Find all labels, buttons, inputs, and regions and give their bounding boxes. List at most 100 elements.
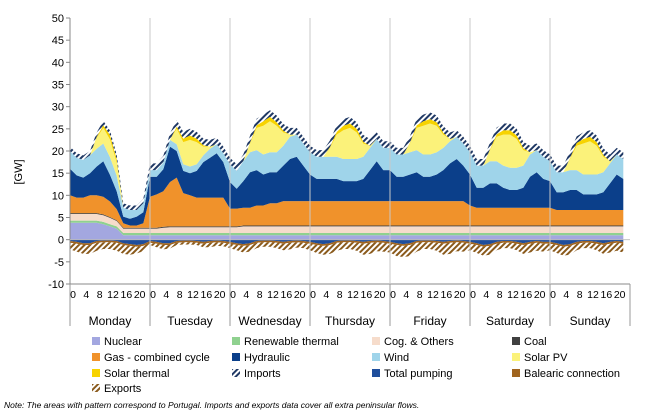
legend-swatch	[232, 353, 240, 361]
x-tick-label: 4	[163, 289, 169, 301]
area-solar-pv	[70, 121, 624, 210]
day-label: Wednesday	[238, 314, 301, 328]
x-tick-label: 8	[577, 289, 583, 301]
x-tick-label: 0	[550, 289, 556, 301]
legend-item-wind: Wind	[372, 352, 409, 364]
x-tick-label: 0	[470, 289, 476, 301]
legend-item-imports: Imports	[232, 368, 281, 380]
legend-label: Solar PV	[524, 352, 568, 364]
x-tick-label: 8	[97, 289, 103, 301]
legend-item-hydraulic: Hydraulic	[232, 352, 290, 364]
legend-item-cog-others: Cog. & Others	[372, 336, 454, 348]
x-tick-label: 20	[534, 289, 546, 301]
legend-item-coal: Coal	[512, 336, 547, 348]
x-tick-label: 0	[230, 289, 236, 301]
axes	[66, 17, 631, 326]
y-tick-label: 20	[52, 146, 64, 158]
area-hydraulic	[70, 146, 624, 226]
y-tick-label: -10	[48, 279, 64, 291]
day-label: Sunday	[570, 314, 611, 328]
day-labels: Monday Tuesday Wednesday Thursday Friday Satu…	[89, 314, 611, 328]
legend-label: Gas - combined cycle	[104, 352, 210, 364]
day-label: Tuesday	[167, 314, 213, 328]
day-label: Saturday	[486, 314, 534, 328]
legend-swatch	[232, 337, 240, 345]
x-tick-label: 8	[417, 289, 423, 301]
legend-swatch	[92, 337, 100, 345]
legend-item-exports: Exports	[92, 383, 142, 395]
legend-swatch	[372, 369, 380, 377]
y-tick-label: 15	[52, 168, 64, 180]
area-wind	[70, 134, 624, 219]
x-tick-label: 4	[83, 289, 89, 301]
x-tick-label: 20	[214, 289, 226, 301]
legend-label: Wind	[384, 352, 409, 364]
x-tick-label: 20	[294, 289, 306, 301]
day-label: Monday	[89, 314, 132, 328]
legend-swatch	[232, 369, 240, 377]
y-tick-label: 30	[52, 102, 64, 114]
legend-swatch	[372, 337, 380, 345]
legend-swatch	[92, 384, 100, 392]
x-tick-label: 20	[614, 289, 626, 301]
legend: Nuclear Renewable thermal Cog. & Others Coa…	[92, 336, 620, 395]
x-tick-label: 12	[427, 289, 439, 301]
legend-swatch	[512, 353, 520, 361]
legend-item-nuclear: Nuclear	[92, 336, 142, 348]
y-tick-label: 45	[52, 35, 64, 47]
legend-swatch	[512, 337, 520, 345]
legend-swatch	[92, 369, 100, 377]
legend-swatch	[512, 369, 520, 377]
x-tick-label: 4	[563, 289, 569, 301]
day-label: Friday	[413, 314, 446, 328]
x-tick-label: 16	[600, 289, 612, 301]
legend-label: Total pumping	[384, 368, 453, 380]
legend-label: Imports	[244, 368, 281, 380]
x-tick-labels: 0 4 8 12 16 20 0 4 8 12 16 20 0 4 8 12 16 20 0 4 8 12 16 20 0 4 8 1…	[70, 289, 626, 301]
legend-label: Coal	[524, 336, 547, 348]
legend-item-balearic-connection: Balearic connection	[512, 368, 620, 380]
legend-item-total-pumping: Total pumping	[372, 368, 453, 380]
y-tick-label: 50	[52, 13, 64, 25]
x-tick-label: 16	[360, 289, 372, 301]
legend-swatch	[92, 353, 100, 361]
y-tick-label: 25	[52, 124, 64, 136]
x-tick-label: 8	[257, 289, 263, 301]
x-tick-label: 4	[323, 289, 329, 301]
legend-label: Exports	[104, 383, 142, 395]
y-tick-label: 5	[58, 213, 64, 225]
x-tick-label: 16	[200, 289, 212, 301]
y-axis-label: [GW]	[13, 159, 25, 184]
x-tick-label: 16	[520, 289, 532, 301]
x-tick-label: 0	[390, 289, 396, 301]
area-balearic-connection	[70, 240, 624, 247]
x-tick-label: 0	[70, 289, 76, 301]
area-exports	[70, 242, 624, 257]
x-tick-label: 8	[337, 289, 343, 301]
x-tick-label: 0	[310, 289, 316, 301]
y-tick-label: 40	[52, 57, 64, 69]
area-nuclear	[70, 222, 624, 240]
legend-label: Renewable thermal	[244, 336, 339, 348]
legend-label: Hydraulic	[244, 352, 290, 364]
legend-label: Cog. & Others	[384, 336, 454, 348]
y-tick-label: 10	[52, 190, 64, 202]
x-tick-label: 8	[497, 289, 503, 301]
day-label: Thursday	[325, 314, 375, 328]
y-tick-label: 0	[58, 235, 64, 247]
x-tick-label: 0	[150, 289, 156, 301]
x-tick-label: 16	[120, 289, 132, 301]
x-tick-label: 4	[403, 289, 409, 301]
x-tick-label: 12	[587, 289, 599, 301]
legend-item-renewable-thermal: Renewable thermal	[232, 336, 339, 348]
area-gas-combined-cycle	[70, 177, 624, 228]
x-tick-label: 8	[177, 289, 183, 301]
x-tick-label: 12	[347, 289, 359, 301]
legend-item-solar-pv: Solar PV	[512, 352, 568, 364]
x-tick-label: 12	[507, 289, 519, 301]
x-tick-label: 20	[134, 289, 146, 301]
x-tick-label: 16	[440, 289, 452, 301]
area-renewable-thermal	[70, 220, 624, 236]
x-tick-label: 12	[187, 289, 199, 301]
